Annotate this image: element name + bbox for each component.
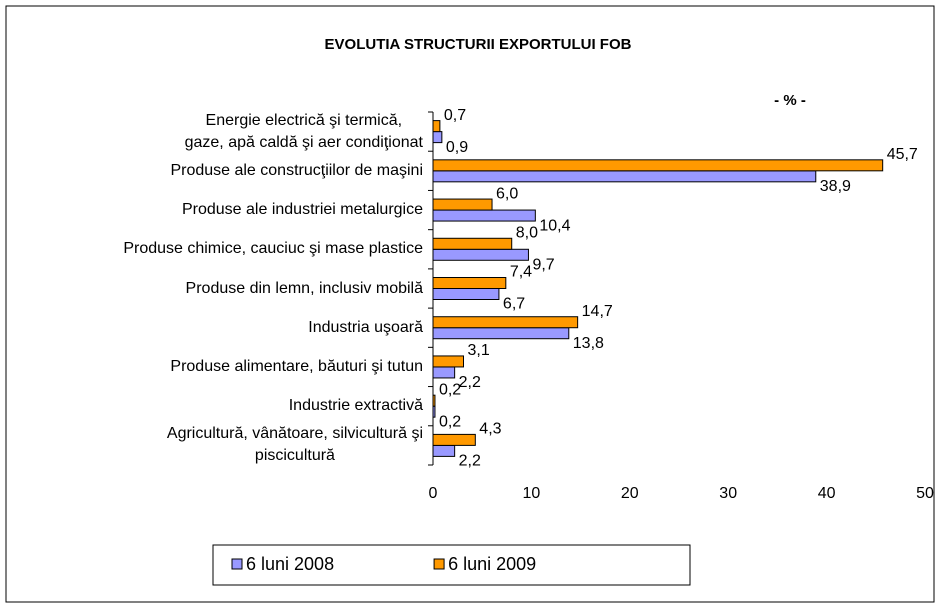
bar (432, 120, 441, 133)
y-tick-label: Agricultură, vânătoare, silvicultură şi … (166, 425, 423, 465)
value-label: 7,4 (510, 264, 532, 281)
bar (432, 237, 513, 250)
bar (432, 170, 817, 183)
bar (432, 366, 456, 379)
y-tick-label: Industria uşoară (308, 318, 423, 336)
y-tick-label: Energie electrică şi termică, gaze, apă … (184, 111, 423, 151)
legend-swatch (231, 558, 243, 570)
bar (432, 433, 476, 446)
value-label: 45,7 (887, 146, 918, 163)
bar (432, 327, 570, 340)
bar (432, 394, 436, 407)
legend-box (212, 544, 691, 586)
value-label: 0,7 (444, 107, 466, 124)
legend-swatch (433, 558, 445, 570)
legend-label: 6 luni 2008 (246, 554, 334, 574)
bar (432, 209, 536, 222)
value-label: 14,7 (582, 303, 613, 320)
value-label: 13,8 (573, 335, 604, 352)
value-label: 2,2 (459, 374, 481, 391)
bar (432, 444, 456, 457)
legend-label: 6 luni 2009 (448, 554, 536, 574)
value-label: 0,2 (439, 381, 461, 398)
x-tick-label: 30 (719, 485, 737, 502)
bar (432, 288, 500, 300)
bar (432, 316, 579, 329)
x-tick-label: 40 (818, 485, 836, 502)
value-label: 6,0 (496, 185, 518, 202)
bar (432, 405, 436, 418)
bar (432, 355, 465, 368)
chart-title: EVOLUTIA STRUCTURII EXPORTULUI FOB (325, 36, 632, 53)
x-tick-label: 50 (916, 485, 934, 502)
value-label: 3,1 (468, 342, 490, 359)
x-tick-label: 0 (429, 485, 438, 502)
y-tick-label: Produse din lemn, inclusiv mobilă (185, 279, 423, 297)
y-tick-label: Produse alimentare, băuturi şi tutun (170, 357, 423, 375)
value-label: 0,9 (446, 139, 468, 156)
value-label: 9,7 (532, 256, 554, 273)
bar (432, 159, 884, 172)
chart-border (5, 5, 935, 603)
value-label: 4,3 (479, 421, 501, 438)
y-tick-label: Produse ale construcţiilor de maşini (170, 161, 423, 179)
value-label: 8,0 (516, 224, 538, 241)
value-label: 10,4 (539, 217, 570, 234)
value-label: 0,2 (439, 413, 461, 430)
y-tick-label: Produse chimice, cauciuc şi mase plastic… (123, 240, 423, 258)
bar (432, 198, 493, 211)
bar (432, 131, 443, 144)
value-label: 38,9 (820, 178, 851, 195)
bar (432, 277, 507, 289)
unit-label: - % - (774, 92, 806, 109)
bar (432, 248, 529, 261)
y-tick-label: Produse ale industriei metalurgice (181, 201, 423, 219)
value-label: 2,2 (459, 453, 481, 470)
value-label: 6,7 (503, 296, 525, 313)
y-tick-label: Industrie extractivă (288, 397, 423, 415)
x-tick-label: 10 (523, 485, 541, 502)
x-tick-label: 20 (621, 485, 639, 502)
